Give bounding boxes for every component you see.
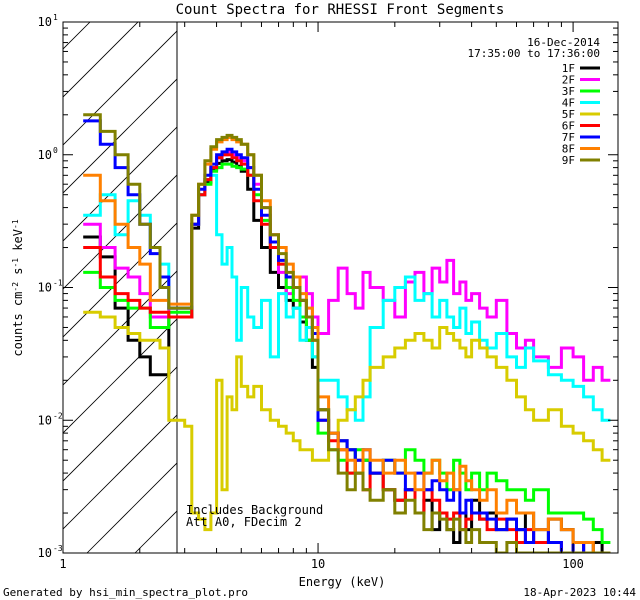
- timestamp-label: 18-Apr-2023 10:44: [523, 586, 636, 599]
- chart-title: Count Spectra for RHESSI Front Segments: [176, 2, 505, 18]
- legend-label-7F: 7F: [562, 131, 575, 144]
- hatch-line-9: [63, 270, 177, 386]
- x-tick-label-1: 10: [311, 557, 325, 571]
- series-6F: [83, 153, 611, 553]
- info-box: 16-Dec-2014 17:35:00 to 17:36:00: [468, 36, 601, 60]
- y-tick-label-1: 10: [38, 413, 52, 427]
- legend-label-5F: 5F: [562, 108, 575, 121]
- series-5F: [83, 310, 611, 532]
- y-tick-label-3: 10: [38, 148, 52, 162]
- hatch-line-3: [63, 22, 139, 98]
- series-1F: [83, 158, 611, 553]
- series-group: [83, 113, 611, 553]
- legend-label-1F: 1F: [562, 62, 575, 75]
- x-tick-label-2: 100: [562, 557, 584, 571]
- hatch-line-12: [63, 414, 177, 530]
- date-label: 16-Dec-2014: [527, 36, 600, 49]
- legend-label-6F: 6F: [562, 120, 575, 133]
- y-tick-label-0: 10: [38, 546, 52, 560]
- hatch-line-6: [63, 126, 177, 242]
- y-tick-exponent-3: 0: [53, 146, 58, 155]
- hatch-line-7: [63, 174, 177, 290]
- y-tick-exponent-0: -3: [53, 544, 63, 553]
- legend-label-9F: 9F: [562, 154, 575, 167]
- hatch-line-11: [63, 366, 177, 482]
- y-tick-label-2: 10: [38, 281, 52, 295]
- hatched-region: [63, 22, 177, 553]
- time-range-label: 17:35:00 to 17:36:00: [468, 47, 600, 60]
- legend-label-3F: 3F: [562, 85, 575, 98]
- y-tick-exponent-1: -2: [53, 411, 63, 420]
- legend-label-8F: 8F: [562, 143, 575, 156]
- hatch-line-5: [63, 78, 177, 194]
- x-tick-label-0: 1: [59, 557, 66, 571]
- legend-label-4F: 4F: [562, 97, 575, 110]
- y-tick-exponent-4: 1: [53, 13, 58, 22]
- series-4F: [83, 173, 611, 422]
- y-tick-exponent-2: -1: [53, 279, 63, 288]
- legend-label-2F: 2F: [562, 74, 575, 87]
- y-tick-label-4: 10: [38, 15, 52, 29]
- annotation-attenuator: Att A0, FDecim 2: [186, 515, 302, 529]
- x-axis-label: Energy (keV): [299, 575, 386, 589]
- x-tick-labels: 1 10 100: [59, 557, 584, 571]
- generated-by-label: Generated by hsi_min_spectra_plot.pro: [3, 586, 248, 599]
- annotations: Includes Background Att A0, FDecim 2: [186, 503, 323, 529]
- series-2F: [83, 150, 611, 382]
- axis-ticks: [62, 21, 618, 554]
- hatch-line-4: [63, 30, 177, 146]
- annotation-background: Includes Background: [186, 503, 323, 517]
- series-9F: [83, 113, 611, 553]
- y-axis-label: counts cm-2 s-1 keV-1: [11, 219, 26, 356]
